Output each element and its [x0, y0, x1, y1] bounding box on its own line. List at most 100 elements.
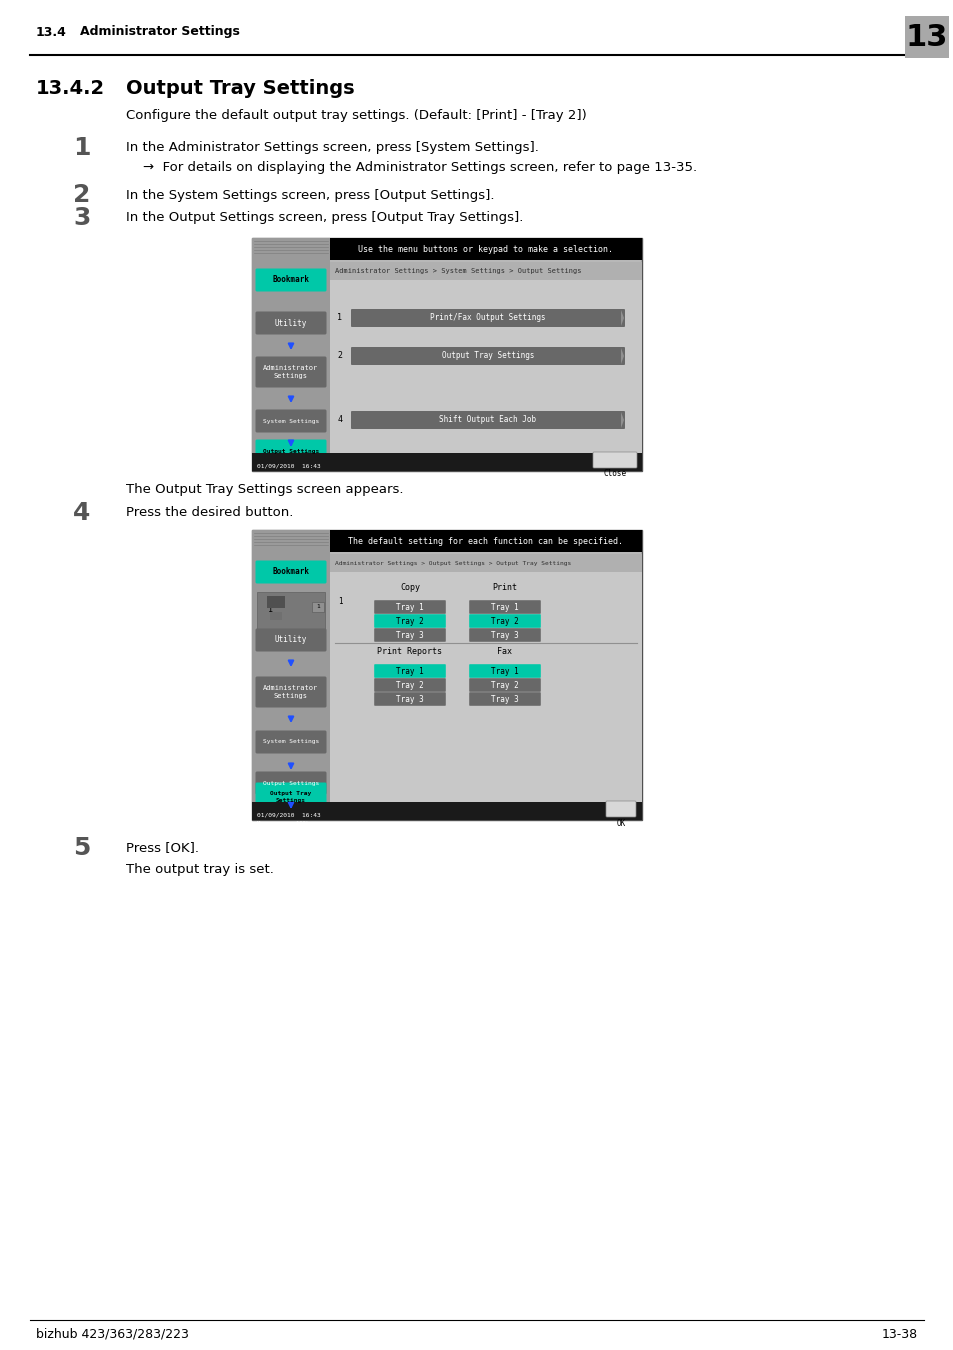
Text: Copy: Copy — [399, 583, 419, 593]
Text: Administrator
Settings: Administrator Settings — [263, 684, 318, 699]
Text: Configure the default output tray settings. (Default: [Print] - [Tray 2]): Configure the default output tray settin… — [126, 109, 586, 123]
Text: Print: Print — [492, 583, 517, 593]
Text: 5: 5 — [73, 836, 91, 860]
Text: Output Settings: Output Settings — [263, 780, 319, 786]
FancyBboxPatch shape — [374, 614, 445, 628]
Text: 13: 13 — [904, 23, 947, 51]
Text: Tray 2: Tray 2 — [395, 617, 423, 625]
FancyBboxPatch shape — [374, 693, 445, 706]
Text: Bookmark: Bookmark — [273, 567, 309, 576]
Text: Press [OK].: Press [OK]. — [126, 841, 199, 855]
Bar — [330, 572, 641, 819]
Bar — [256, 593, 325, 630]
FancyBboxPatch shape — [469, 614, 540, 628]
Text: Administrator Settings > Output Settings > Output Tray Settings: Administrator Settings > Output Settings… — [335, 560, 571, 566]
Text: Shift Output Each Job: Shift Output Each Job — [439, 416, 536, 424]
FancyBboxPatch shape — [351, 309, 624, 327]
Text: Tray 2: Tray 2 — [491, 617, 518, 625]
Text: 2: 2 — [337, 351, 342, 359]
Text: 1: 1 — [337, 598, 342, 606]
Text: Bookmark: Bookmark — [273, 275, 309, 285]
Text: Print/Fax Output Settings: Print/Fax Output Settings — [430, 313, 545, 323]
Text: Administrator Settings: Administrator Settings — [80, 26, 239, 39]
Bar — [252, 531, 330, 819]
FancyBboxPatch shape — [469, 693, 540, 706]
Text: Print Reports: Print Reports — [377, 648, 442, 656]
Bar — [252, 531, 641, 819]
Text: Tray 1: Tray 1 — [395, 667, 423, 675]
Bar — [330, 262, 641, 279]
Polygon shape — [620, 412, 623, 428]
Bar — [330, 279, 641, 471]
FancyBboxPatch shape — [255, 730, 326, 753]
FancyBboxPatch shape — [255, 440, 326, 463]
Text: Tray 2: Tray 2 — [491, 680, 518, 690]
Text: System Settings: System Settings — [263, 740, 319, 744]
Text: 13.4: 13.4 — [36, 26, 67, 39]
Text: 1: 1 — [73, 136, 91, 161]
Bar — [312, 602, 324, 612]
Text: Close: Close — [603, 470, 626, 478]
Text: 1: 1 — [337, 312, 342, 321]
FancyBboxPatch shape — [351, 410, 624, 429]
Text: The output tray is set.: The output tray is set. — [126, 864, 274, 876]
Bar — [252, 802, 641, 819]
FancyBboxPatch shape — [255, 771, 326, 795]
FancyBboxPatch shape — [351, 347, 624, 364]
Text: Output Settings: Output Settings — [263, 448, 319, 454]
Text: Use the menu buttons or keypad to make a selection.: Use the menu buttons or keypad to make a… — [358, 244, 613, 254]
Text: Tray 3: Tray 3 — [491, 694, 518, 703]
Bar — [270, 612, 282, 620]
Text: Output Tray
Settings: Output Tray Settings — [270, 791, 312, 803]
Text: 13-38: 13-38 — [881, 1327, 917, 1341]
Text: OK: OK — [616, 818, 625, 828]
Text: bizhub 423/363/283/223: bizhub 423/363/283/223 — [36, 1327, 189, 1341]
Text: Memory      100%: Memory 100% — [256, 472, 309, 478]
Text: Tray 3: Tray 3 — [395, 630, 423, 640]
Bar — [330, 554, 641, 572]
FancyBboxPatch shape — [255, 356, 326, 387]
FancyBboxPatch shape — [469, 664, 540, 678]
Text: 1: 1 — [268, 606, 274, 614]
Text: 1: 1 — [315, 605, 319, 609]
FancyBboxPatch shape — [255, 629, 326, 652]
Text: 01/09/2010  16:43: 01/09/2010 16:43 — [256, 463, 320, 468]
FancyBboxPatch shape — [255, 560, 326, 583]
FancyBboxPatch shape — [255, 312, 326, 335]
Text: Memory      100%: Memory 100% — [256, 822, 309, 826]
FancyBboxPatch shape — [469, 601, 540, 614]
Bar — [267, 595, 285, 608]
Text: Fax: Fax — [497, 648, 512, 656]
FancyBboxPatch shape — [255, 409, 326, 432]
FancyBboxPatch shape — [255, 783, 326, 811]
Bar — [252, 238, 641, 261]
Bar — [252, 238, 330, 471]
Polygon shape — [620, 310, 623, 325]
Text: In the System Settings screen, press [Output Settings].: In the System Settings screen, press [Ou… — [126, 189, 494, 201]
Text: →  For details on displaying the Administrator Settings screen, refer to page 13: → For details on displaying the Administ… — [143, 162, 697, 174]
FancyBboxPatch shape — [255, 676, 326, 707]
FancyBboxPatch shape — [255, 269, 326, 292]
Text: 2: 2 — [73, 184, 91, 207]
Text: Press the desired button.: Press the desired button. — [126, 506, 294, 520]
Text: The default setting for each function can be specified.: The default setting for each function ca… — [348, 536, 623, 545]
Text: The Output Tray Settings screen appears.: The Output Tray Settings screen appears. — [126, 483, 403, 497]
Text: Output Tray Settings: Output Tray Settings — [126, 78, 355, 97]
Bar — [252, 238, 641, 471]
Text: Administrator
Settings: Administrator Settings — [263, 364, 318, 379]
Text: 01/09/2010  16:43: 01/09/2010 16:43 — [256, 813, 320, 818]
FancyBboxPatch shape — [593, 452, 637, 468]
Text: In the Administrator Settings screen, press [System Settings].: In the Administrator Settings screen, pr… — [126, 142, 538, 154]
Text: Utility: Utility — [274, 636, 307, 644]
Text: 13.4.2: 13.4.2 — [36, 78, 105, 97]
Text: 4: 4 — [73, 501, 91, 525]
Text: Tray 2: Tray 2 — [395, 680, 423, 690]
FancyBboxPatch shape — [374, 628, 445, 641]
FancyBboxPatch shape — [469, 678, 540, 691]
Text: Tray 1: Tray 1 — [491, 667, 518, 675]
Text: In the Output Settings screen, press [Output Tray Settings].: In the Output Settings screen, press [Ou… — [126, 212, 523, 224]
Bar — [904, 16, 948, 58]
Bar — [252, 454, 641, 471]
FancyBboxPatch shape — [605, 801, 636, 817]
Text: Tray 1: Tray 1 — [491, 602, 518, 612]
